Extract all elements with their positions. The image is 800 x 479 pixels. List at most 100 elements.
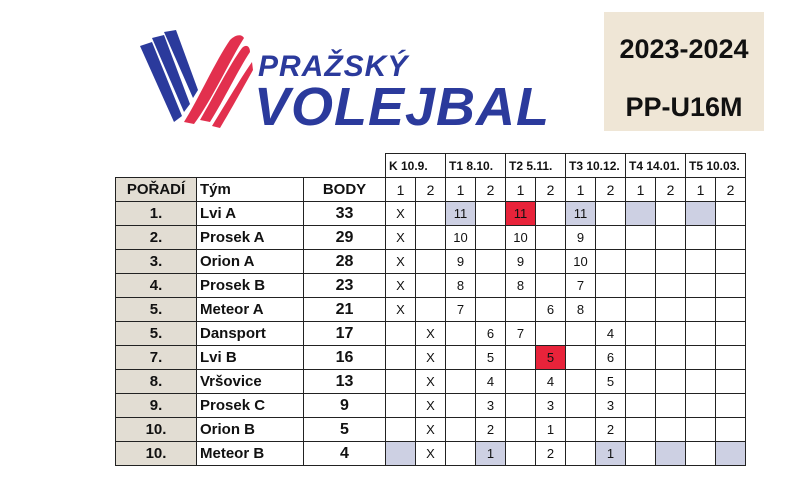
round-header-row: K 10.9. T1 8.10. T2 5.11. T3 10.12. T4 1… — [116, 153, 746, 178]
score-cell — [625, 249, 656, 274]
score-cell — [625, 369, 656, 394]
game-2-header: 2 — [475, 177, 506, 202]
team-name-cell: Prosek C — [196, 393, 304, 418]
game-2-header: 2 — [415, 177, 446, 202]
score-cell: 7 — [445, 297, 476, 322]
table-row: 1. Lvi A 33 X 11 11 11 — [115, 201, 746, 226]
score-cell: 8 — [445, 273, 476, 298]
points-cell: 29 — [303, 225, 386, 250]
score-cell — [475, 297, 506, 322]
table-row: 7. Lvi B 16 X 5 5 6 — [115, 345, 746, 370]
score-cell: 5 — [535, 345, 566, 370]
score-cell — [505, 417, 536, 442]
score-cell — [715, 345, 746, 370]
score-cell — [655, 273, 686, 298]
score-cell — [565, 369, 596, 394]
score-cell — [655, 297, 686, 322]
score-cell — [445, 369, 476, 394]
team-name-cell: Orion A — [196, 249, 304, 274]
points-cell: 17 — [303, 321, 386, 346]
team-name-cell: Lvi B — [196, 345, 304, 370]
rank-cell: 7. — [115, 345, 197, 370]
points-cell: 21 — [303, 297, 386, 322]
score-cell — [655, 393, 686, 418]
game-2-header: 2 — [715, 177, 746, 202]
score-cell: 6 — [535, 297, 566, 322]
score-cell — [715, 249, 746, 274]
points-cell: 9 — [303, 393, 386, 418]
team-name-cell: Dansport — [196, 321, 304, 346]
season-box: 2023-2024 PP-U16M — [604, 12, 764, 131]
score-cell — [415, 249, 446, 274]
score-cell: 1 — [535, 417, 566, 442]
score-cell: X — [415, 393, 446, 418]
score-cell — [625, 321, 656, 346]
score-cell: 5 — [595, 369, 626, 394]
score-cell — [655, 417, 686, 442]
points-cell: 16 — [303, 345, 386, 370]
score-cell — [385, 345, 416, 370]
round-header: T3 10.12. — [565, 153, 626, 178]
points-cell: 23 — [303, 273, 386, 298]
score-cell: 10 — [565, 249, 596, 274]
score-cell — [625, 417, 656, 442]
score-cell: 6 — [595, 345, 626, 370]
score-cell — [625, 297, 656, 322]
score-cell — [385, 393, 416, 418]
score-cell: X — [415, 369, 446, 394]
points-header: BODY — [303, 177, 386, 202]
score-cell — [475, 249, 506, 274]
score-cell — [475, 225, 506, 250]
score-cell: 8 — [565, 297, 596, 322]
round-header: T2 5.11. — [505, 153, 566, 178]
score-cell: 3 — [535, 393, 566, 418]
score-cell: 10 — [505, 225, 536, 250]
score-cell — [505, 369, 536, 394]
score-cell — [505, 345, 536, 370]
points-cell: 28 — [303, 249, 386, 274]
score-cell: 4 — [595, 321, 626, 346]
score-cell — [595, 201, 626, 226]
score-cell: X — [385, 297, 416, 322]
score-cell — [595, 273, 626, 298]
table-row: 5. Meteor A 21 X 7 6 8 — [115, 297, 746, 322]
score-cell: 3 — [475, 393, 506, 418]
volejbal-logo: PRAŽSKÝ VOLEJBAL — [138, 30, 549, 140]
score-cell: X — [415, 345, 446, 370]
rank-cell: 2. — [115, 225, 197, 250]
score-cell: X — [385, 249, 416, 274]
score-cell — [595, 225, 626, 250]
score-cell: 6 — [475, 321, 506, 346]
team-name-cell: Meteor A — [196, 297, 304, 322]
team-name-cell: Vršovice — [196, 369, 304, 394]
table-row: 3. Orion A 28 X 9 9 10 — [115, 249, 746, 274]
team-name-cell: Orion B — [196, 417, 304, 442]
score-cell: 5 — [475, 345, 506, 370]
table-row: 5. Dansport 17 X 6 7 4 — [115, 321, 746, 346]
score-cell — [715, 297, 746, 322]
score-cell — [505, 441, 536, 466]
score-cell: 2 — [475, 417, 506, 442]
score-cell — [685, 273, 716, 298]
score-cell — [685, 225, 716, 250]
column-header-row: POŘADÍ Tým BODY 1 2 1 2 1 2 1 2 1 2 1 2 — [115, 177, 746, 202]
score-cell — [415, 225, 446, 250]
score-cell — [685, 393, 716, 418]
game-1-header: 1 — [445, 177, 476, 202]
score-cell: 1 — [475, 441, 506, 466]
score-cell — [655, 345, 686, 370]
score-cell — [715, 273, 746, 298]
game-1-header: 1 — [625, 177, 656, 202]
score-cell — [625, 393, 656, 418]
score-cell: 8 — [505, 273, 536, 298]
score-cell — [685, 441, 716, 466]
score-cell: 9 — [445, 249, 476, 274]
game-1-header: 1 — [505, 177, 536, 202]
game-1-header: 1 — [385, 177, 416, 202]
round-header: K 10.9. — [385, 153, 446, 178]
score-cell: X — [385, 225, 416, 250]
score-cell — [445, 345, 476, 370]
score-cell — [625, 225, 656, 250]
